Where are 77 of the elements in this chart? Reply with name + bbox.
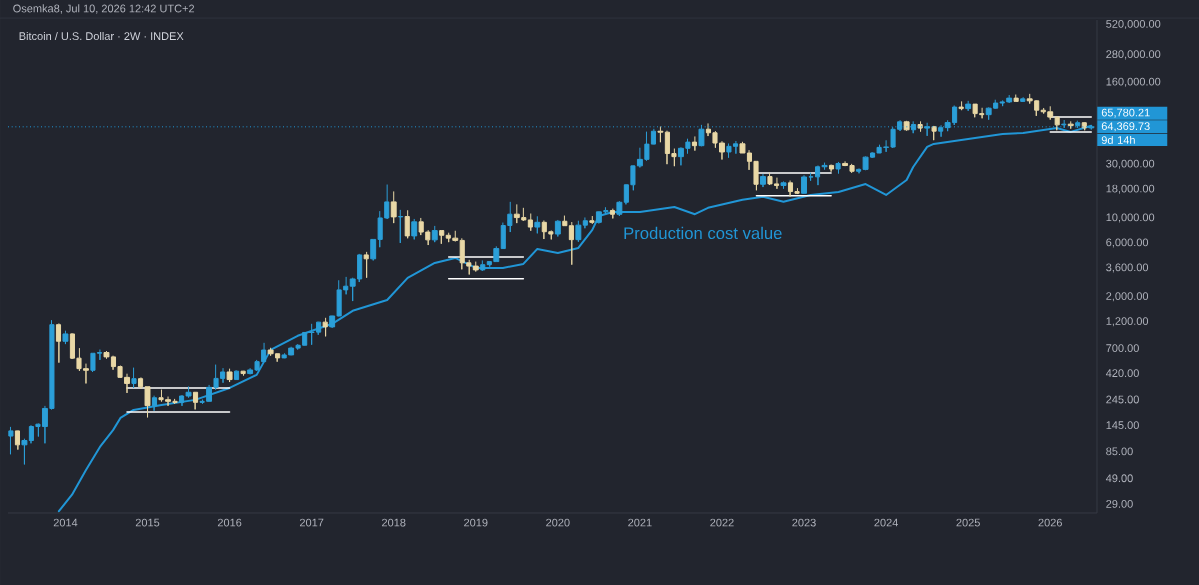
y-tick-label: 160,000.00 bbox=[1106, 77, 1161, 87]
candlestick bbox=[439, 229, 445, 245]
candlestick bbox=[226, 368, 233, 383]
candlestick bbox=[903, 120, 910, 132]
candlestick bbox=[616, 200, 623, 217]
candlestick bbox=[192, 391, 199, 410]
candlestick bbox=[234, 369, 240, 381]
candlestick bbox=[62, 330, 69, 345]
candlestick bbox=[1067, 120, 1074, 130]
candlestick bbox=[8, 426, 14, 455]
text: Bitcoin / U.S. Dollar · 2W · INDEX bbox=[19, 31, 184, 41]
y-tick-label: 2,000.00 bbox=[1106, 292, 1149, 302]
candlestick bbox=[404, 209, 410, 239]
candlestick bbox=[554, 219, 561, 237]
text: 9d 14h bbox=[1101, 135, 1135, 144]
candlestick bbox=[691, 135, 698, 152]
candlestick bbox=[131, 367, 137, 389]
candlestick bbox=[151, 395, 158, 412]
y-tick-label: 145.00 bbox=[1106, 421, 1139, 430]
candlestick bbox=[931, 125, 937, 141]
candlestick bbox=[965, 100, 972, 112]
x-tick-label: 2025 bbox=[956, 518, 980, 527]
candlestick bbox=[411, 218, 418, 240]
candlestick bbox=[322, 317, 328, 337]
candlestick bbox=[527, 213, 533, 232]
x-tick-label: 2021 bbox=[628, 518, 652, 527]
candlestick bbox=[760, 173, 766, 188]
y-tick-label: 10,000.00 bbox=[1106, 213, 1155, 223]
y-tick-label: 420.00 bbox=[1105, 369, 1139, 377]
x-tick-label: 2026 bbox=[1038, 518, 1062, 527]
candlestick bbox=[1081, 121, 1087, 131]
x-tick-label: 2017 bbox=[299, 518, 324, 527]
x-tick-label: 2024 bbox=[874, 518, 898, 527]
candlestick bbox=[14, 430, 20, 451]
candlestick bbox=[917, 120, 923, 133]
x-tick-label: 2018 bbox=[382, 518, 406, 527]
candlestick bbox=[534, 215, 541, 234]
candlestick bbox=[609, 208, 615, 219]
y-tick-label: 520,000.00 bbox=[1106, 20, 1161, 30]
candlestick bbox=[398, 209, 404, 244]
text: 65,780.21 bbox=[1101, 108, 1150, 118]
ref-line-label: 64,369.73 bbox=[1101, 122, 1150, 132]
candlestick bbox=[390, 190, 397, 224]
y-tick-label: 29.00 bbox=[1106, 500, 1133, 508]
text: Osemka8, Jul 10, 2026 12:42 UTC+2 bbox=[13, 4, 195, 14]
y-tick-label: 49.00 bbox=[1105, 474, 1133, 483]
y-tick-label: 3,600.00 bbox=[1106, 263, 1149, 273]
candlestick bbox=[582, 216, 588, 229]
candlestick bbox=[958, 100, 964, 111]
y-tick-label: 30,000.00 bbox=[1106, 159, 1155, 169]
candlestick bbox=[575, 220, 582, 243]
candlestick bbox=[1020, 96, 1026, 103]
candlestick bbox=[240, 370, 246, 376]
y-tick-label: 18,000.00 bbox=[1106, 184, 1155, 194]
y-tick-label: 1,200.00 bbox=[1106, 317, 1149, 327]
y-tick-label: 245.00 bbox=[1106, 395, 1139, 404]
x-tick-label: 2016 bbox=[217, 518, 242, 527]
series-label: Production cost value bbox=[624, 226, 782, 240]
x-tick-label: 2014 bbox=[53, 518, 78, 527]
x-tick-label: 2019 bbox=[464, 518, 488, 527]
x-tick-label: 2022 bbox=[710, 518, 734, 527]
candlestick bbox=[363, 251, 369, 279]
candlestick bbox=[55, 322, 62, 364]
candlestick bbox=[589, 215, 595, 225]
candlestick bbox=[835, 161, 841, 174]
candlestick bbox=[431, 225, 438, 243]
candlestick bbox=[828, 164, 835, 173]
candlestick bbox=[780, 180, 787, 190]
candlestick bbox=[1013, 94, 1019, 102]
candlestick bbox=[480, 259, 486, 272]
x-tick-label: 2015 bbox=[135, 518, 160, 527]
y-tick-label: 85.00 bbox=[1106, 447, 1133, 456]
x-tick-label: 2023 bbox=[792, 518, 816, 527]
y-tick-label: 280,000.00 bbox=[1106, 50, 1161, 60]
y-tick-label: 700.00 bbox=[1106, 344, 1139, 352]
x-tick-label: 2020 bbox=[546, 518, 570, 527]
y-tick-label: 6,000.00 bbox=[1106, 238, 1149, 248]
